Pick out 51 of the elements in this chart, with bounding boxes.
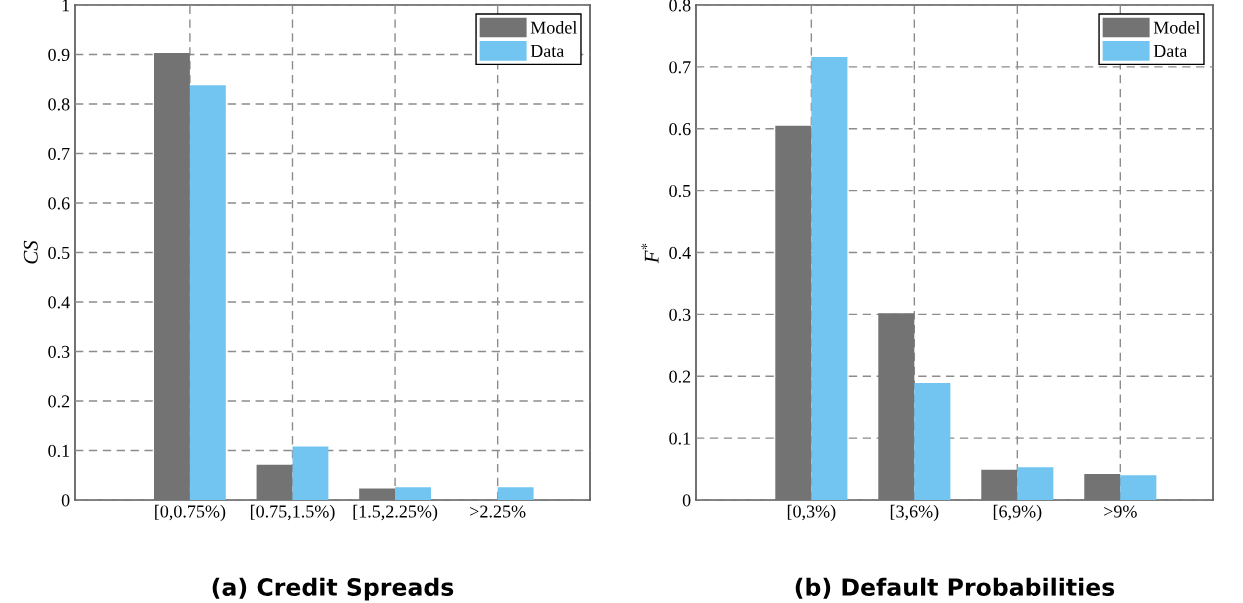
bar <box>811 56 848 500</box>
legend-label: Data <box>530 45 565 58</box>
x-tick-label: >2.25% <box>470 505 526 518</box>
y-tick-label: 0.1 <box>669 432 691 445</box>
y-tick-label: 0.9 <box>48 48 70 62</box>
bar <box>292 446 329 500</box>
bar <box>153 53 190 500</box>
x-tick-label: [0.75,1.5%) <box>250 504 335 522</box>
y-tick-label: 0.4 <box>48 296 70 309</box>
y-tick-label: 0.2 <box>48 395 70 408</box>
text: (a) Credit Spreads <box>212 577 454 601</box>
y-tick-label: 0.3 <box>48 345 70 359</box>
bar <box>878 313 915 500</box>
bar <box>1120 475 1157 500</box>
x-tick-label: [0,3%) <box>787 504 836 522</box>
y-tick-label: 0.8 <box>48 98 70 111</box>
y-tick-label: 0.2 <box>669 370 691 383</box>
y-tick-label: 0 <box>682 494 691 507</box>
bar <box>256 464 293 500</box>
y-axis-title: CS <box>23 240 38 264</box>
y-tick-label: 0.1 <box>48 444 70 458</box>
y-tick-label: 0.6 <box>669 123 691 136</box>
bar <box>395 487 431 500</box>
x-tick-label: [1.5,2.25%) <box>353 504 438 522</box>
bar <box>1017 467 1054 500</box>
bar <box>1084 474 1121 500</box>
bar <box>775 125 812 500</box>
legend-label: Data <box>1153 45 1188 58</box>
bar <box>497 487 534 500</box>
legend-label: Model <box>1153 21 1200 34</box>
y-tick-label: 0.7 <box>669 61 691 74</box>
bar <box>189 85 226 500</box>
bar <box>914 383 951 500</box>
text: (b) Default Probabilities <box>795 577 1115 599</box>
y-tick-label: 0.4 <box>669 246 691 260</box>
y-tick-label: 0.8 <box>669 0 691 12</box>
x-tick-label: [3,6%) <box>890 504 939 522</box>
bar <box>981 469 1018 500</box>
y-tick-label: 0.5 <box>48 246 70 260</box>
y-tick-label: 0 <box>61 494 70 507</box>
y-tick-label: 0.6 <box>48 197 70 210</box>
x-tick-label: [6,9%) <box>993 504 1042 522</box>
x-tick-label: [0,0.75%) <box>155 504 226 522</box>
x-tick-label: >9% <box>1104 505 1137 518</box>
y-tick-label: 0.5 <box>669 184 691 198</box>
y-tick-label: 0.7 <box>48 147 70 161</box>
bar <box>359 488 396 500</box>
y-tick-label: 1 <box>62 0 70 12</box>
y-axis-title: F$^{*}$ <box>641 243 659 264</box>
legend-label: Model <box>530 21 577 34</box>
y-tick-label: 0.3 <box>669 308 691 321</box>
